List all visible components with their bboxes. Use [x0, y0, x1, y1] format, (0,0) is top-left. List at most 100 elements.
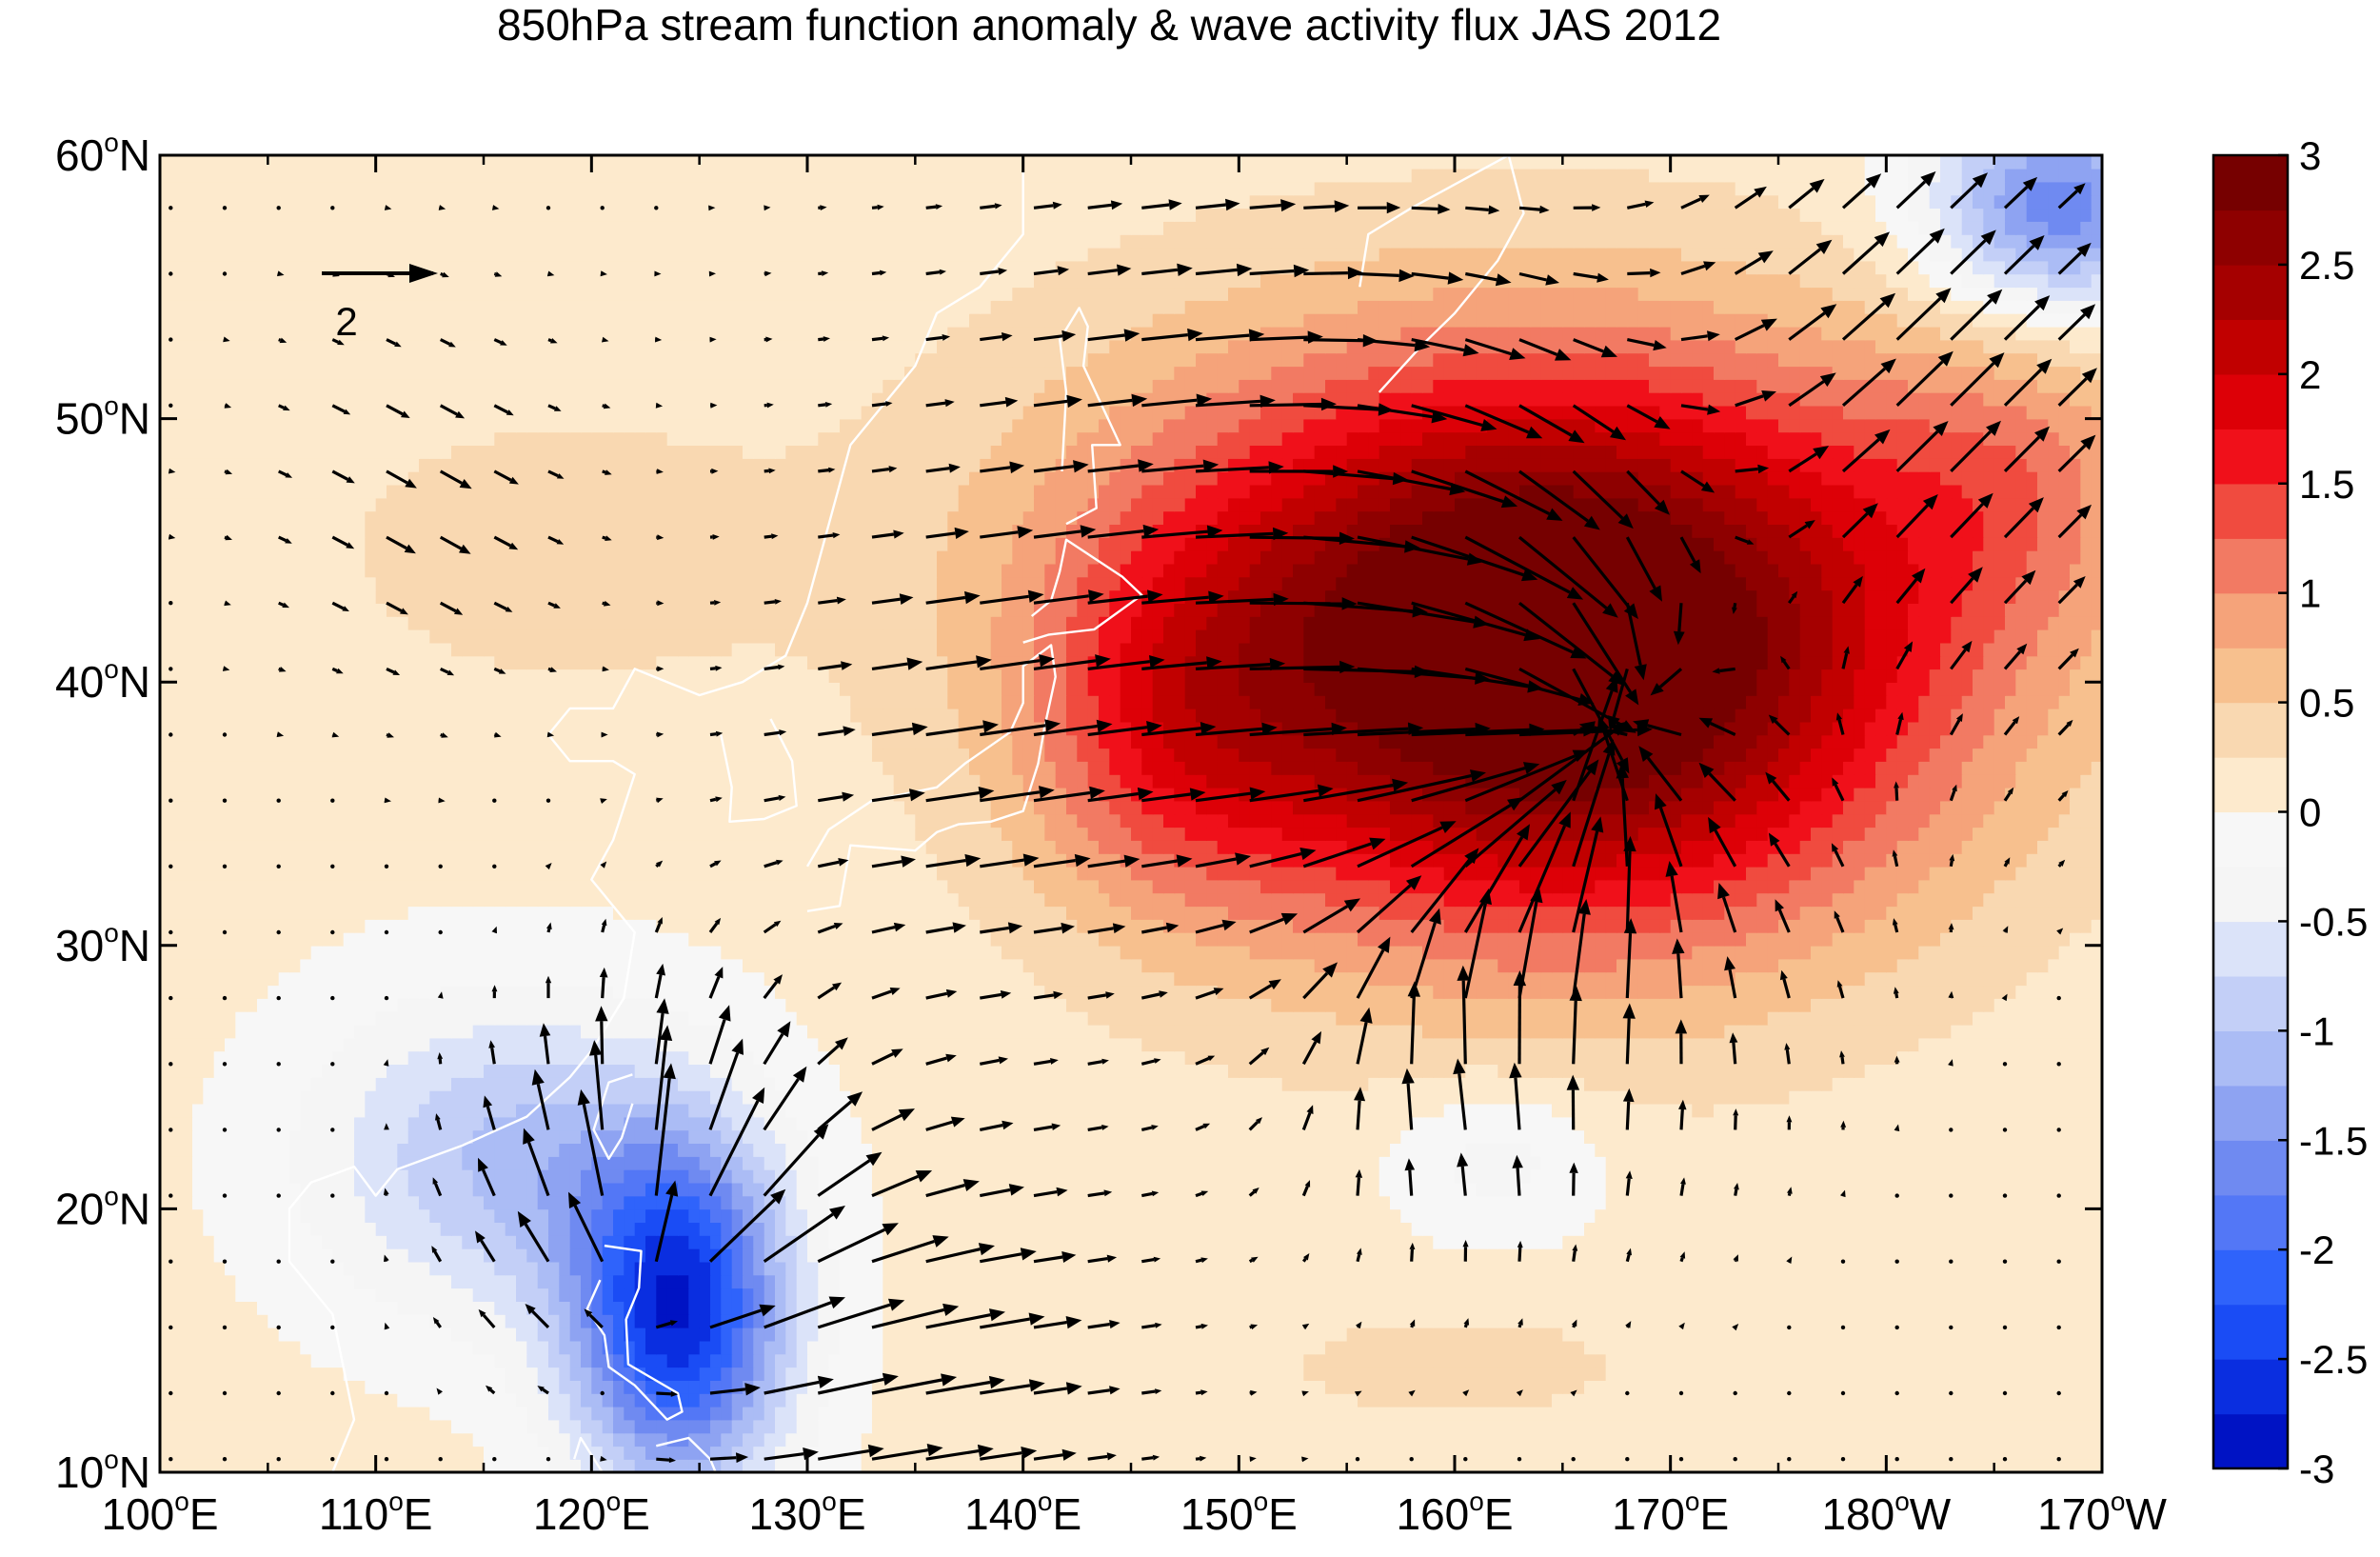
field-cell	[548, 1327, 561, 1342]
field-cell	[462, 1380, 474, 1394]
field-cell	[2058, 1208, 2071, 1223]
field-cell	[1120, 1367, 1132, 1381]
field-cell	[1433, 1195, 1445, 1210]
field-cell	[807, 1248, 820, 1263]
field-cell	[613, 1116, 625, 1131]
field-cell	[1584, 1288, 1597, 1302]
field-cell	[1670, 1301, 1682, 1315]
field-cell	[1735, 1156, 1747, 1170]
field-cell	[257, 1446, 269, 1460]
field-cell	[494, 1353, 506, 1368]
field-cell	[710, 1367, 723, 1381]
field-cell	[278, 1406, 290, 1421]
field-cell	[419, 1301, 431, 1315]
field-cell	[440, 1248, 452, 1263]
field-cell	[1918, 1340, 1931, 1355]
field-cell	[1368, 1274, 1380, 1289]
field-cell	[828, 1156, 841, 1170]
field-cell	[666, 1116, 679, 1131]
field-cell	[581, 1419, 593, 1434]
field-cell	[170, 1446, 183, 1460]
field-cell	[1789, 1116, 1801, 1131]
field-cell	[1476, 1248, 1488, 1263]
field-cell	[678, 1168, 690, 1184]
field-cell	[2005, 1432, 2017, 1447]
field-cell	[1778, 1235, 1791, 1249]
field-cell	[807, 1314, 820, 1328]
field-cell	[1206, 1182, 1219, 1197]
field-cell	[332, 1367, 345, 1381]
field-cell	[1476, 1222, 1488, 1236]
field-cell	[1087, 1367, 1100, 1381]
field-cell	[354, 1367, 367, 1381]
field-cell	[947, 1168, 960, 1184]
field-cell	[2015, 1380, 2028, 1394]
field-cell	[1281, 1261, 1294, 1276]
field-cell	[1875, 1419, 1888, 1434]
field-cell	[1637, 1248, 1650, 1263]
field-cell	[516, 1314, 528, 1328]
field-cell	[1746, 1235, 1758, 1249]
field-cell	[1120, 1248, 1132, 1263]
field-cell	[1832, 1195, 1844, 1210]
field-cell	[1228, 1274, 1240, 1289]
field-cell	[1217, 1208, 1229, 1223]
field-cell	[1055, 1129, 1067, 1144]
field-cell	[785, 1195, 798, 1210]
field-cell	[548, 1168, 561, 1184]
field-cell	[1336, 1103, 1348, 1118]
field-cell	[624, 1353, 636, 1368]
field-cell	[192, 1168, 205, 1184]
field-cell	[170, 1406, 183, 1421]
field-cell	[1411, 1182, 1423, 1197]
field-cell	[257, 1156, 269, 1170]
field-cell	[1455, 1301, 1467, 1315]
field-cell	[246, 1446, 258, 1460]
field-cell	[1767, 1393, 1779, 1407]
field-cell	[947, 1208, 960, 1223]
field-cell	[947, 1222, 960, 1236]
field-cell	[969, 1288, 982, 1302]
field-cell	[1627, 1195, 1639, 1210]
field-cell	[2058, 1301, 2071, 1315]
field-cell	[1120, 1156, 1132, 1170]
field-cell	[1530, 1288, 1542, 1302]
field-cell	[1390, 1248, 1402, 1263]
field-cell	[1692, 1459, 1704, 1472]
field-cell	[268, 1222, 280, 1236]
field-cell	[775, 1393, 787, 1407]
field-cell	[990, 1222, 1002, 1236]
field-cell	[1152, 1143, 1164, 1157]
field-cell	[710, 1406, 723, 1421]
field-cell	[1908, 1222, 1920, 1236]
field-cell	[634, 1116, 646, 1131]
field-cell	[354, 1235, 367, 1249]
field-cell	[1702, 1208, 1715, 1223]
field-cell	[278, 1156, 290, 1170]
field-cell	[494, 1143, 506, 1157]
field-cell	[1358, 1327, 1370, 1342]
field-cell	[1973, 1367, 1985, 1381]
field-cell	[1573, 1182, 1585, 1197]
field-cell	[1346, 1446, 1359, 1460]
field-cell	[1325, 1301, 1338, 1315]
field-cell	[1692, 1393, 1704, 1407]
field-cell	[969, 1353, 982, 1368]
field-cell	[1022, 1327, 1035, 1342]
field-cell	[1519, 1340, 1532, 1355]
field-cell	[1746, 1459, 1758, 1472]
field-cell	[915, 1406, 927, 1421]
field-cell	[407, 1288, 420, 1302]
field-cell	[1886, 1432, 1898, 1447]
field-cell	[1864, 1446, 1876, 1460]
field-cell	[1735, 1222, 1747, 1236]
field-cell	[1378, 1380, 1391, 1394]
field-cell	[1314, 1406, 1326, 1421]
field-cell	[1281, 1235, 1294, 1249]
field-cell	[1400, 1446, 1413, 1460]
field-cell	[1714, 1248, 1726, 1263]
field-cell	[1120, 1406, 1132, 1421]
field-cell	[1605, 1419, 1617, 1434]
field-cell	[1573, 1432, 1585, 1447]
field-cell	[1918, 1393, 1931, 1407]
